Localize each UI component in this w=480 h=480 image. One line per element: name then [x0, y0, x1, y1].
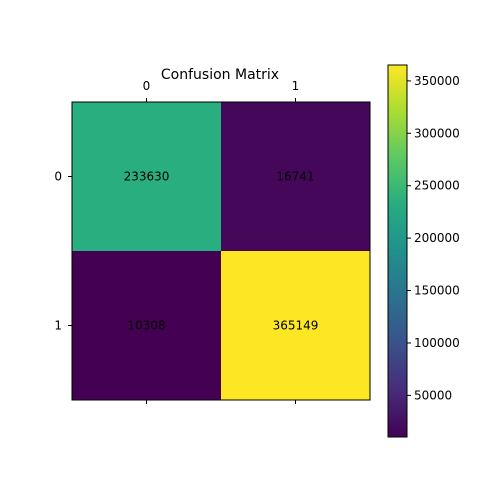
colorbar-tick-label: 200000	[414, 231, 460, 245]
colorbar-frame	[387, 64, 408, 438]
cell-value-label: 16741	[276, 170, 314, 184]
heatmap-cell	[221, 251, 370, 400]
chart-title: Confusion Matrix	[161, 67, 279, 83]
y-tick-label: 1	[54, 319, 62, 333]
colorbar	[388, 65, 407, 437]
heatmap-cell	[72, 102, 221, 251]
colorbar-tick-label: 100000	[414, 336, 460, 350]
colorbar-tick-label: 50000	[414, 388, 452, 402]
y-tick-label: 0	[54, 170, 62, 184]
cell-value-label: 365149	[273, 319, 319, 333]
colorbar-tick-label: 150000	[414, 284, 460, 298]
x-tick-label: 1	[292, 79, 300, 93]
cell-value-label: 233630	[124, 170, 170, 184]
colorbar-tick-label: 250000	[414, 179, 460, 193]
heatmap-cell	[72, 251, 221, 400]
x-tick-label: 0	[143, 79, 151, 93]
heatmap-axes: 0 1 0 1	[54, 79, 299, 404]
colorbar-tick-label: 300000	[414, 126, 460, 140]
plot-frame	[71, 101, 371, 401]
colorbar-ticks: 50000 100000 150000 200000 250000 300000 35000…	[407, 74, 460, 402]
colorbar-tick-label: 350000	[414, 74, 460, 88]
cell-value-label: 10308	[127, 319, 165, 333]
heatmap-cell	[221, 102, 370, 251]
heatmap-cells: 233630 16741 10308 365149	[72, 102, 370, 400]
